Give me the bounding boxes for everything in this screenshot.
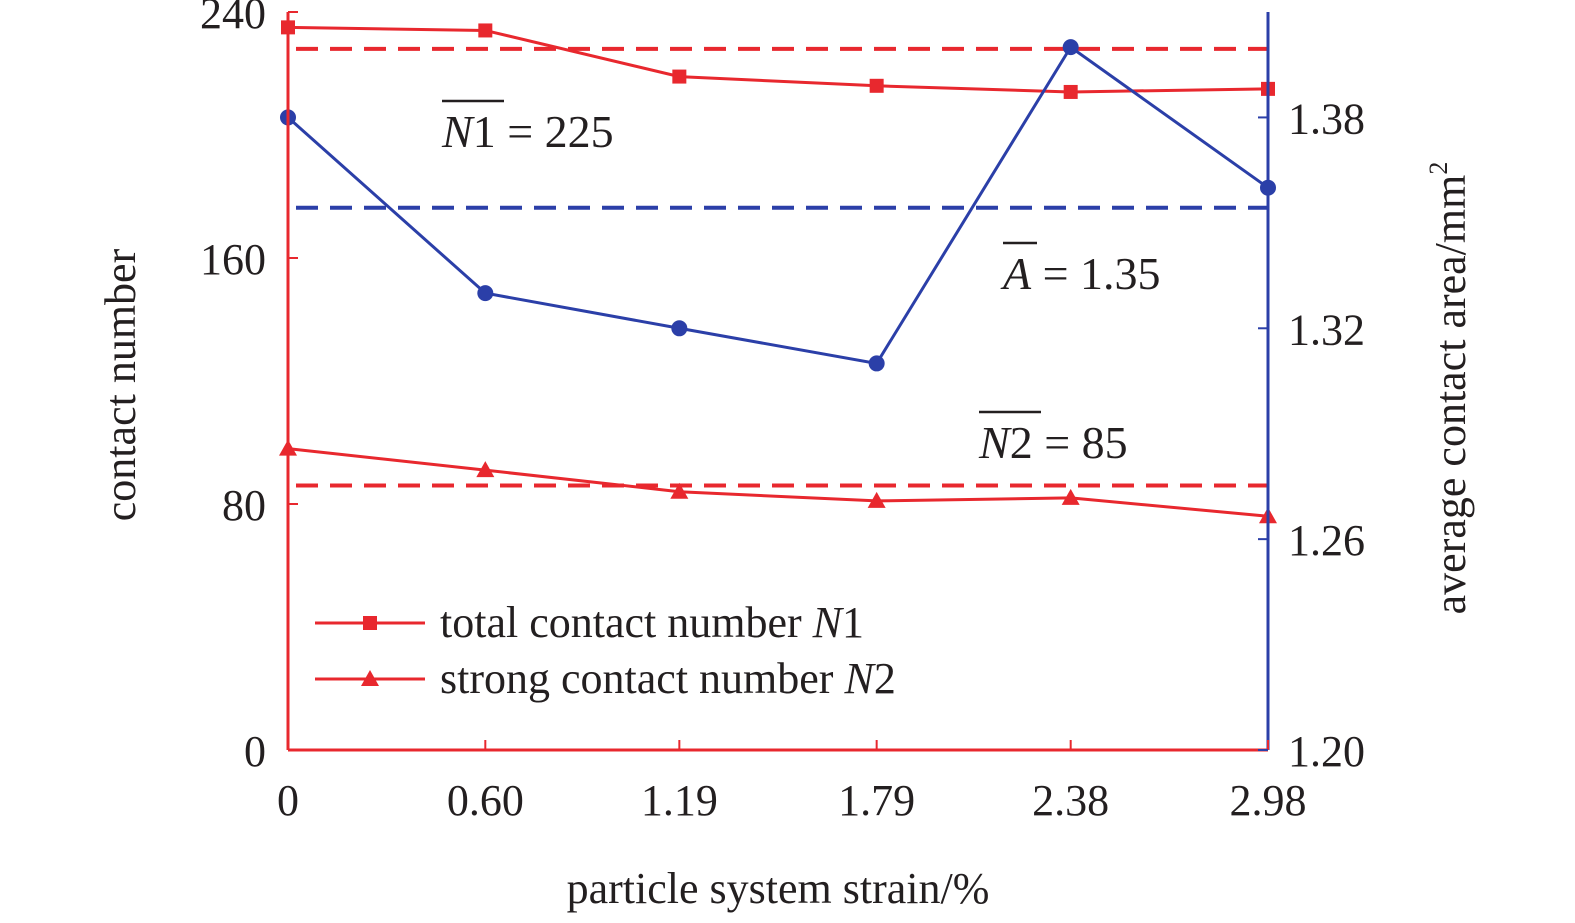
- x-tick-label-5: 2.98: [1230, 776, 1307, 825]
- series-n2-point-1: [476, 461, 495, 478]
- annotation-index: 2: [1010, 417, 1033, 468]
- x-tick-label-1: 0.60: [447, 776, 524, 825]
- series-n2-point-3: [867, 491, 886, 508]
- x-tick-label-0: 0: [277, 776, 299, 825]
- left-y-tick-label-1: 80: [222, 481, 266, 530]
- right-y-tick-label-3: 1.38: [1288, 94, 1365, 143]
- annotation-2: A = 1.35: [1000, 248, 1161, 299]
- series-n2-point-4: [1061, 488, 1080, 505]
- annotation-value: = 1.35: [1031, 248, 1160, 299]
- left-y-axis-label: contact number: [96, 248, 145, 521]
- ticks: 0 0.60 1.19 1.79 2.38 2.98 0 80 160 240 1.20 1.26 1.…: [200, 0, 1365, 825]
- series-n1-point-4: [1063, 84, 1078, 99]
- legend-symbol: N: [812, 598, 845, 647]
- axes: [286, 12, 1270, 752]
- right-y-axis-label-superscript: 2: [1424, 162, 1453, 175]
- right-y-tick-label-2: 1.32: [1288, 305, 1365, 354]
- legend-index: 1: [842, 598, 864, 647]
- x-tick-label-3: 1.79: [838, 776, 915, 825]
- series-n2-point-2: [670, 482, 689, 499]
- legend-text: strong contact number: [440, 654, 844, 703]
- series-layer: [279, 20, 1277, 524]
- series-n1-point-2: [672, 69, 687, 84]
- right-y-axis-label: average contact area/mm2: [1424, 162, 1475, 615]
- left-y-tick-label-0: 0: [244, 727, 266, 776]
- legend-label-1: total contact number N1: [440, 598, 864, 647]
- annotation-3: N2 = 85: [978, 417, 1128, 468]
- legend-text: total contact number: [440, 598, 813, 647]
- x-tick-label-2: 1.19: [641, 776, 718, 825]
- right-y-axis-label-main: average contact area/mm: [1426, 175, 1475, 615]
- series-n2-line: [287, 447, 1269, 518]
- annotation-1: N1 = 225: [441, 106, 614, 157]
- annotation-symbol: N: [978, 417, 1012, 468]
- legend-label-2: strong contact number N2: [440, 654, 896, 703]
- series-n1-point-1: [478, 23, 493, 38]
- series-average-contact-area-line: [287, 44, 1269, 366]
- annotation-index: 1: [473, 106, 496, 157]
- series-average-contact-area-point-4: [1062, 39, 1079, 56]
- x-axis-label: particle system strain/%: [567, 864, 990, 913]
- series-average-contact-area-point-2: [671, 320, 688, 337]
- legend-marker-2: [361, 670, 379, 686]
- series-average-contact-area-point-1: [477, 285, 494, 302]
- mean-lines: [296, 46, 1268, 488]
- series-n1-point-3: [869, 78, 884, 93]
- right-y-tick-label-0: 1.20: [1288, 727, 1365, 776]
- right-y-tick-label-1: 1.26: [1288, 516, 1365, 565]
- annotation-value: = 225: [496, 106, 614, 157]
- legend-marker-1: [363, 616, 377, 630]
- series-average-contact-area-point-3: [868, 355, 885, 372]
- annotation-symbol: A: [1000, 248, 1032, 299]
- series-n1-line: [287, 25, 1269, 94]
- annotation-value: = 85: [1033, 417, 1128, 468]
- legend-index: 2: [874, 654, 896, 703]
- x-tick-label-4: 2.38: [1032, 776, 1109, 825]
- left-y-tick-label-3: 240: [200, 0, 266, 38]
- series-average-contact-area: [280, 39, 1276, 372]
- legend-symbol: N: [843, 654, 876, 703]
- left-y-tick-label-2: 160: [200, 235, 266, 284]
- annotation-symbol: N: [441, 106, 475, 157]
